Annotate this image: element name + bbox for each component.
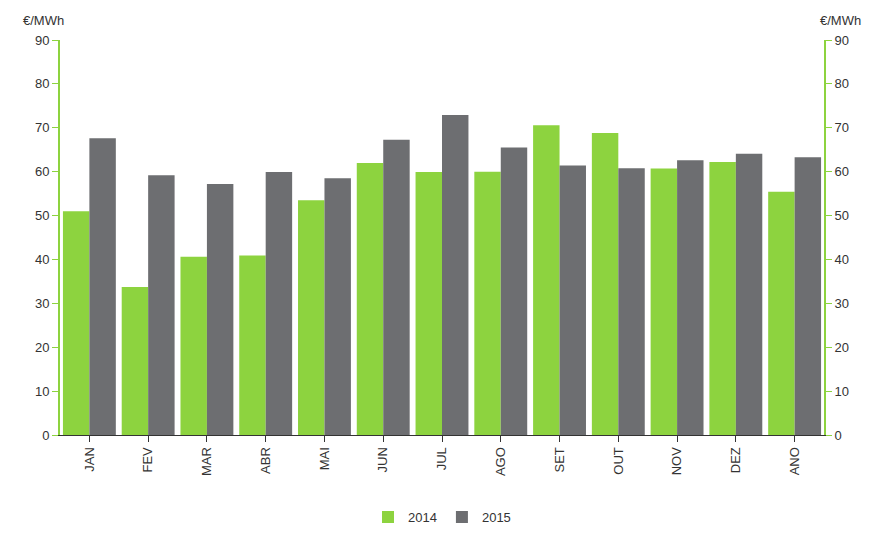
svg-text:0: 0 bbox=[835, 428, 842, 443]
svg-text:SET: SET bbox=[552, 447, 567, 472]
svg-text:10: 10 bbox=[35, 384, 49, 399]
svg-text:NOV: NOV bbox=[669, 447, 684, 476]
svg-text:70: 70 bbox=[35, 120, 49, 135]
svg-text:JAN: JAN bbox=[82, 447, 97, 472]
svg-text:80: 80 bbox=[35, 76, 49, 91]
svg-text:0: 0 bbox=[42, 428, 49, 443]
svg-text:20: 20 bbox=[35, 340, 49, 355]
svg-text:10: 10 bbox=[835, 384, 849, 399]
svg-text:DEZ: DEZ bbox=[728, 447, 743, 473]
svg-text:40: 40 bbox=[35, 252, 49, 267]
svg-text:40: 40 bbox=[835, 252, 849, 267]
svg-text:€/MWh: €/MWh bbox=[820, 13, 861, 28]
svg-text:€/MWh: €/MWh bbox=[23, 13, 64, 28]
svg-text:MAI: MAI bbox=[317, 447, 332, 470]
svg-text:MAR: MAR bbox=[199, 447, 214, 476]
svg-text:30: 30 bbox=[35, 296, 49, 311]
svg-text:90: 90 bbox=[835, 33, 849, 48]
svg-text:ANO: ANO bbox=[787, 447, 802, 475]
svg-text:90: 90 bbox=[35, 33, 49, 48]
svg-text:2014: 2014 bbox=[408, 510, 437, 525]
svg-text:60: 60 bbox=[35, 164, 49, 179]
svg-text:ABR: ABR bbox=[258, 447, 273, 474]
svg-text:OUT: OUT bbox=[611, 447, 626, 475]
svg-text:80: 80 bbox=[835, 76, 849, 91]
svg-text:50: 50 bbox=[835, 208, 849, 223]
svg-text:60: 60 bbox=[835, 164, 849, 179]
svg-text:30: 30 bbox=[835, 296, 849, 311]
svg-text:JUN: JUN bbox=[375, 447, 390, 472]
svg-text:70: 70 bbox=[835, 120, 849, 135]
svg-text:FEV: FEV bbox=[140, 447, 155, 473]
svg-text:20: 20 bbox=[835, 340, 849, 355]
svg-text:AGO: AGO bbox=[493, 447, 508, 476]
svg-text:JUL: JUL bbox=[434, 447, 449, 470]
svg-text:50: 50 bbox=[35, 208, 49, 223]
svg-text:2015: 2015 bbox=[482, 510, 511, 525]
